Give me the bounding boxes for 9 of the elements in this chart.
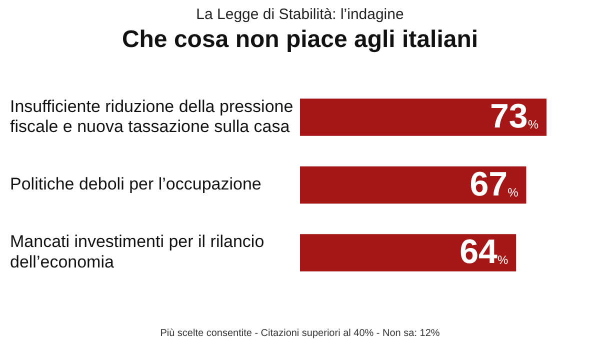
y-tick-label: Politiche deboli per l’occupazione [10, 174, 262, 194]
chart-subtitle: La Legge di Stabilità: l’indagine [195, 5, 405, 25]
data-label: 67% [470, 165, 519, 204]
y-tick-label: Mancati investimenti per il rilancio dell’economia [10, 232, 264, 272]
chart-title: Che cosa non piace agli italiani [120, 26, 480, 55]
text: Più scelte consentite - Citazioni superiori al 40% - Non sa: 12% [159, 328, 441, 339]
data-label: 64% [460, 233, 508, 272]
y-tick-label: Insufficiente riduzione della pressione fiscale e nuova tassazione sulla casa [10, 96, 294, 136]
data-label: 73% [490, 98, 539, 136]
